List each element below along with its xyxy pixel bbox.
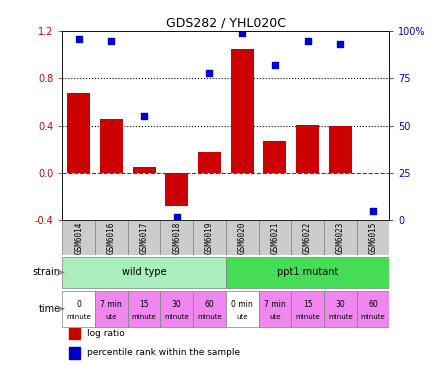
Text: GSM6022: GSM6022 (303, 221, 312, 254)
Text: 30: 30 (336, 300, 345, 309)
Text: percentile rank within the sample: percentile rank within the sample (87, 348, 240, 357)
Bar (198, 152, 221, 173)
Bar (291, 291, 324, 327)
Bar (62, 257, 226, 288)
Text: 30: 30 (172, 300, 182, 309)
Text: GSM6015: GSM6015 (368, 221, 377, 254)
Text: 7 min: 7 min (101, 300, 122, 309)
Bar (128, 220, 161, 255)
Bar (226, 291, 259, 327)
Bar (259, 291, 291, 327)
Text: ppt1 mutant: ppt1 mutant (277, 267, 338, 277)
Text: 60: 60 (368, 300, 378, 309)
Point (337, 41, 344, 47)
Text: GSM6021: GSM6021 (271, 221, 279, 254)
Point (369, 208, 376, 214)
Point (75, 36, 82, 42)
Bar (324, 220, 357, 255)
Point (141, 113, 148, 119)
Text: GSM6019: GSM6019 (205, 221, 214, 254)
Text: GSM6014: GSM6014 (74, 221, 83, 254)
Text: ute: ute (105, 314, 117, 320)
Text: GSM6016: GSM6016 (107, 221, 116, 254)
Text: 60: 60 (205, 300, 214, 309)
Text: 7 min: 7 min (264, 300, 286, 309)
Text: GSM6018: GSM6018 (172, 221, 181, 254)
Text: GSM6023: GSM6023 (336, 221, 345, 254)
Text: ute: ute (269, 314, 281, 320)
Text: 15: 15 (139, 300, 149, 309)
Text: minute: minute (132, 314, 157, 320)
Bar (161, 220, 193, 255)
Point (304, 38, 311, 44)
Text: strain: strain (32, 268, 61, 277)
Point (108, 38, 115, 44)
Text: 0: 0 (76, 300, 81, 309)
Bar (62, 291, 95, 327)
Bar (95, 220, 128, 255)
Bar (67, 93, 90, 173)
Bar (95, 291, 128, 327)
Text: minute: minute (197, 314, 222, 320)
Bar (259, 220, 291, 255)
Bar (226, 220, 259, 255)
Bar (263, 141, 286, 173)
Text: log ratio: log ratio (87, 329, 125, 338)
Text: ute: ute (236, 314, 248, 320)
Point (206, 70, 213, 76)
Point (173, 214, 180, 220)
Bar (329, 126, 352, 173)
Text: minute: minute (295, 314, 320, 320)
Text: minute: minute (164, 314, 189, 320)
Bar (291, 220, 324, 255)
Text: minute: minute (328, 314, 353, 320)
Bar (161, 291, 193, 327)
Bar (128, 291, 161, 327)
Text: time: time (39, 304, 61, 314)
Bar (100, 119, 123, 173)
Bar (193, 291, 226, 327)
Bar (166, 173, 188, 206)
Point (271, 62, 279, 68)
Bar (193, 220, 226, 255)
Text: 0 min: 0 min (231, 300, 253, 309)
Text: minute: minute (360, 314, 385, 320)
Bar (69, 347, 80, 359)
Text: wild type: wild type (122, 267, 166, 277)
Point (239, 30, 246, 36)
Title: GDS282 / YHL020C: GDS282 / YHL020C (166, 17, 286, 30)
Bar (62, 220, 95, 255)
Text: GSM6020: GSM6020 (238, 221, 247, 254)
Bar (324, 291, 357, 327)
Bar (357, 220, 389, 255)
Text: minute: minute (66, 314, 91, 320)
Bar (357, 291, 389, 327)
Text: GSM6017: GSM6017 (140, 221, 149, 254)
Bar (231, 49, 254, 173)
Bar (69, 327, 80, 339)
Bar (226, 257, 389, 288)
Bar (296, 124, 319, 173)
Text: 15: 15 (303, 300, 312, 309)
Bar (133, 167, 155, 173)
